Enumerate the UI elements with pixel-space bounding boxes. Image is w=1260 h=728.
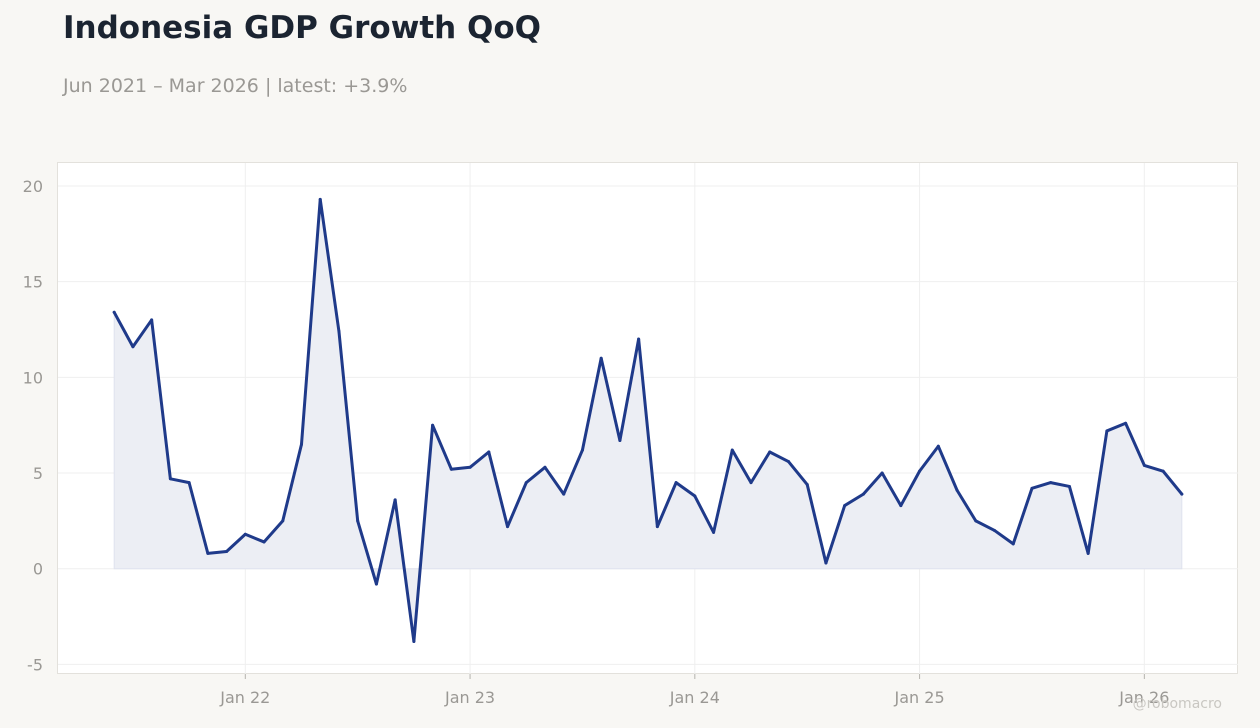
data-point <box>1161 469 1165 473</box>
x-tick-label: Jan 26 <box>1118 688 1169 707</box>
data-point <box>1030 486 1034 490</box>
data-point <box>318 197 322 201</box>
data-point <box>1124 421 1128 425</box>
data-point <box>506 525 510 529</box>
data-point <box>150 318 154 322</box>
data-point <box>693 494 697 498</box>
series-line <box>112 197 1184 643</box>
data-point <box>299 442 303 446</box>
data-point <box>918 469 922 473</box>
watermark: @robomacro <box>1132 696 1222 712</box>
data-point <box>262 540 266 544</box>
data-point <box>524 481 528 485</box>
data-point <box>599 356 603 360</box>
series-line-layer <box>112 197 1184 643</box>
data-point <box>993 528 997 532</box>
data-point <box>112 310 116 314</box>
chart-subtitle: Jun 2021 – Mar 2026 | latest: +3.9% <box>63 75 408 97</box>
y-tick-label: -5 <box>27 655 43 674</box>
data-point <box>824 561 828 565</box>
data-point <box>674 481 678 485</box>
data-point <box>243 532 247 536</box>
data-point <box>861 492 865 496</box>
data-point <box>805 483 809 487</box>
y-tick-label: 10 <box>23 368 43 387</box>
data-point <box>1180 492 1184 496</box>
data-point <box>1086 551 1090 555</box>
data-point <box>843 504 847 508</box>
data-point <box>206 551 210 555</box>
data-points-layer <box>112 197 1184 643</box>
data-point <box>187 481 191 485</box>
data-point <box>225 550 229 554</box>
y-tick-label: 5 <box>33 464 43 483</box>
data-point <box>712 530 716 534</box>
data-point <box>936 444 940 448</box>
y-tick-label: 15 <box>23 273 43 292</box>
y-tick-label: 0 <box>33 560 43 579</box>
data-point <box>449 467 453 471</box>
data-point <box>899 504 903 508</box>
data-point <box>974 519 978 523</box>
data-point <box>1049 481 1053 485</box>
data-point <box>337 329 341 333</box>
chart-title: Indonesia GDP Growth QoQ <box>63 10 542 46</box>
x-axis: Jan 22 Jan 23 Jan 24 Jan 25 Jan 26 <box>219 674 1169 707</box>
data-point <box>1142 463 1146 467</box>
x-tick-label: Jan 24 <box>669 688 720 707</box>
data-point <box>562 492 566 496</box>
data-point <box>749 481 753 485</box>
data-point <box>1105 429 1109 433</box>
data-point <box>786 460 790 464</box>
data-point <box>281 519 285 523</box>
y-tick-label: 20 <box>23 177 43 196</box>
data-point <box>168 477 172 481</box>
data-point <box>618 439 622 443</box>
data-point <box>655 525 659 529</box>
data-point <box>412 639 416 643</box>
x-tick-label: Jan 25 <box>894 688 945 707</box>
y-axis: -5 0 5 10 15 20 <box>23 177 43 674</box>
data-point <box>487 450 491 454</box>
data-point <box>768 450 772 454</box>
data-point <box>580 448 584 452</box>
data-point <box>730 448 734 452</box>
data-point <box>955 488 959 492</box>
data-point <box>1067 484 1071 488</box>
data-point <box>543 465 547 469</box>
data-point <box>880 471 884 475</box>
data-point <box>131 345 135 349</box>
data-point <box>468 465 472 469</box>
data-point <box>356 519 360 523</box>
data-point <box>431 423 435 427</box>
x-tick-label: Jan 23 <box>444 688 495 707</box>
x-tick-label: Jan 22 <box>219 688 270 707</box>
data-point <box>637 337 641 341</box>
data-point <box>1011 542 1015 546</box>
data-point <box>374 582 378 586</box>
data-point <box>393 498 397 502</box>
